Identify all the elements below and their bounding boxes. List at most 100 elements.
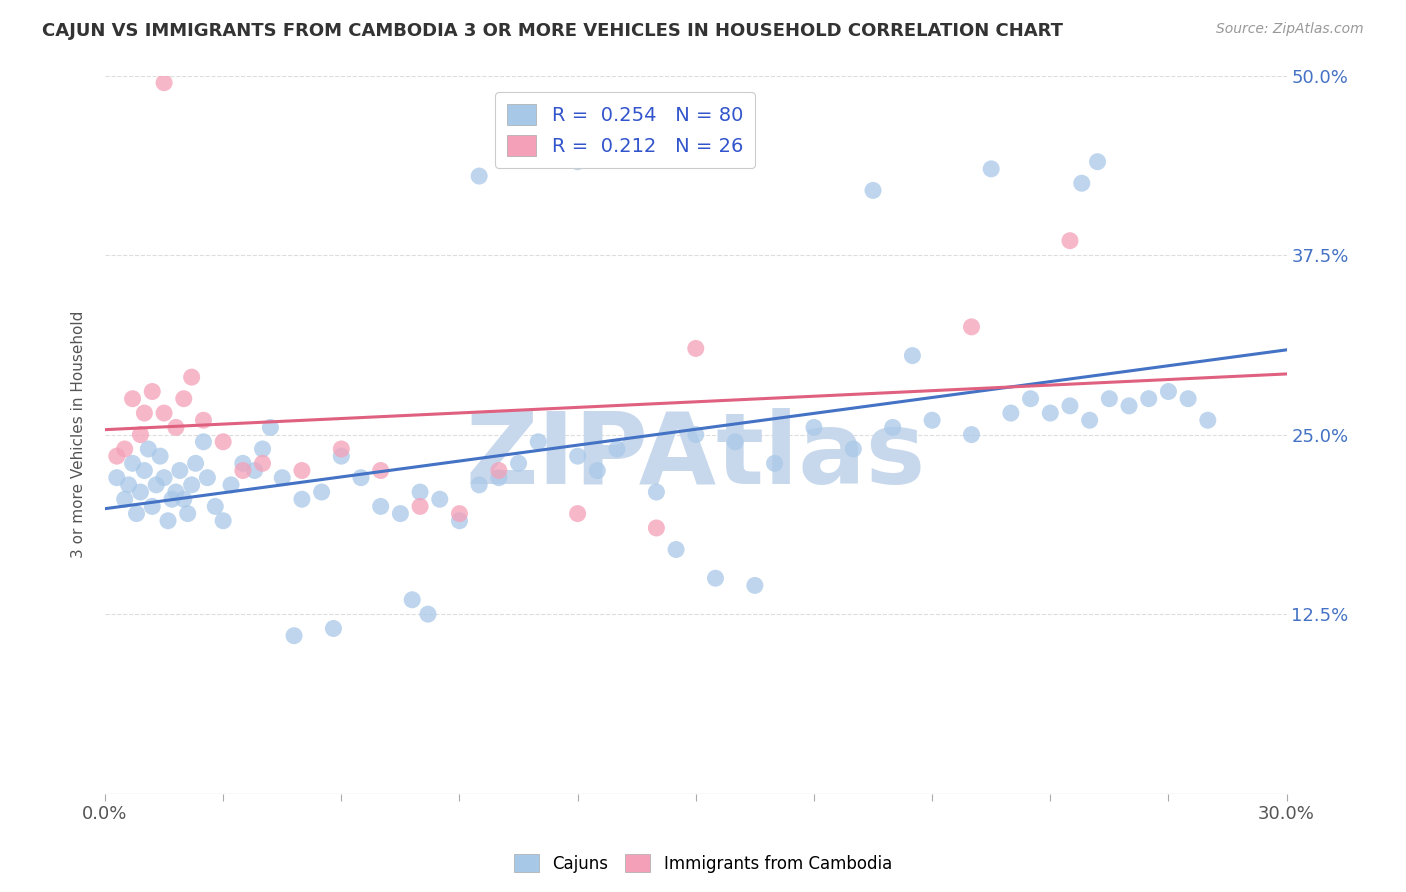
Point	[141, 384, 163, 399]
Point	[370, 463, 392, 477]
Text: CAJUN VS IMMIGRANTS FROM CAMBODIA 3 OR MORE VEHICLES IN HOUSEHOLD CORRELATION CH: CAJUN VS IMMIGRANTS FROM CAMBODIA 3 OR M…	[42, 22, 1063, 40]
Point	[763, 456, 786, 470]
Point	[114, 492, 136, 507]
Point	[960, 319, 983, 334]
Point	[744, 578, 766, 592]
Point	[370, 500, 392, 514]
Text: ZIPAtlas: ZIPAtlas	[465, 408, 927, 505]
Point	[330, 449, 353, 463]
Point	[1019, 392, 1042, 406]
Point	[567, 507, 589, 521]
Point	[429, 492, 451, 507]
Point	[252, 442, 274, 456]
Point	[1078, 413, 1101, 427]
Point	[1059, 234, 1081, 248]
Point	[322, 622, 344, 636]
Point	[1059, 399, 1081, 413]
Legend: Cajuns, Immigrants from Cambodia: Cajuns, Immigrants from Cambodia	[508, 847, 898, 880]
Point	[121, 456, 143, 470]
Point	[685, 427, 707, 442]
Point	[468, 478, 491, 492]
Point	[117, 478, 139, 492]
Point	[180, 370, 202, 384]
Point	[153, 406, 176, 420]
Point	[803, 420, 825, 434]
Point	[508, 456, 530, 470]
Point	[1098, 392, 1121, 406]
Point	[606, 442, 628, 456]
Point	[160, 492, 183, 507]
Point	[330, 442, 353, 456]
Point	[243, 463, 266, 477]
Point	[567, 154, 589, 169]
Point	[311, 485, 333, 500]
Point	[1197, 413, 1219, 427]
Point	[134, 406, 156, 420]
Point	[1118, 399, 1140, 413]
Point	[724, 434, 747, 449]
Point	[862, 183, 884, 197]
Point	[149, 449, 172, 463]
Point	[121, 392, 143, 406]
Point	[449, 507, 471, 521]
Point	[129, 427, 152, 442]
Point	[416, 607, 439, 621]
Point	[882, 420, 904, 434]
Point	[141, 500, 163, 514]
Point	[409, 485, 432, 500]
Point	[389, 507, 412, 521]
Point	[449, 514, 471, 528]
Point	[488, 463, 510, 477]
Point	[960, 427, 983, 442]
Legend: R =  0.254   N = 80, R =  0.212   N = 26: R = 0.254 N = 80, R = 0.212 N = 26	[495, 93, 755, 168]
Point	[193, 434, 215, 449]
Point	[468, 169, 491, 183]
Point	[586, 463, 609, 477]
Point	[252, 456, 274, 470]
Point	[1000, 406, 1022, 420]
Point	[173, 392, 195, 406]
Point	[283, 629, 305, 643]
Point	[259, 420, 281, 434]
Point	[184, 456, 207, 470]
Point	[165, 485, 187, 500]
Point	[842, 442, 865, 456]
Point	[136, 442, 159, 456]
Point	[901, 349, 924, 363]
Y-axis label: 3 or more Vehicles in Household: 3 or more Vehicles in Household	[72, 311, 86, 558]
Point	[488, 471, 510, 485]
Point	[291, 463, 314, 477]
Text: Source: ZipAtlas.com: Source: ZipAtlas.com	[1216, 22, 1364, 37]
Point	[1070, 176, 1092, 190]
Point	[165, 420, 187, 434]
Point	[1039, 406, 1062, 420]
Point	[156, 514, 179, 528]
Point	[125, 507, 148, 521]
Point	[271, 471, 294, 485]
Point	[169, 463, 191, 477]
Point	[350, 471, 373, 485]
Point	[645, 521, 668, 535]
Point	[212, 434, 235, 449]
Point	[1177, 392, 1199, 406]
Point	[665, 542, 688, 557]
Point	[1137, 392, 1160, 406]
Point	[134, 463, 156, 477]
Point	[685, 342, 707, 356]
Point	[153, 76, 176, 90]
Point	[921, 413, 943, 427]
Point	[567, 449, 589, 463]
Point	[145, 478, 167, 492]
Point	[980, 161, 1002, 176]
Point	[527, 434, 550, 449]
Point	[180, 478, 202, 492]
Point	[291, 492, 314, 507]
Point	[704, 571, 727, 585]
Point	[105, 449, 128, 463]
Point	[1157, 384, 1180, 399]
Point	[114, 442, 136, 456]
Point	[232, 456, 254, 470]
Point	[193, 413, 215, 427]
Point	[219, 478, 242, 492]
Point	[212, 514, 235, 528]
